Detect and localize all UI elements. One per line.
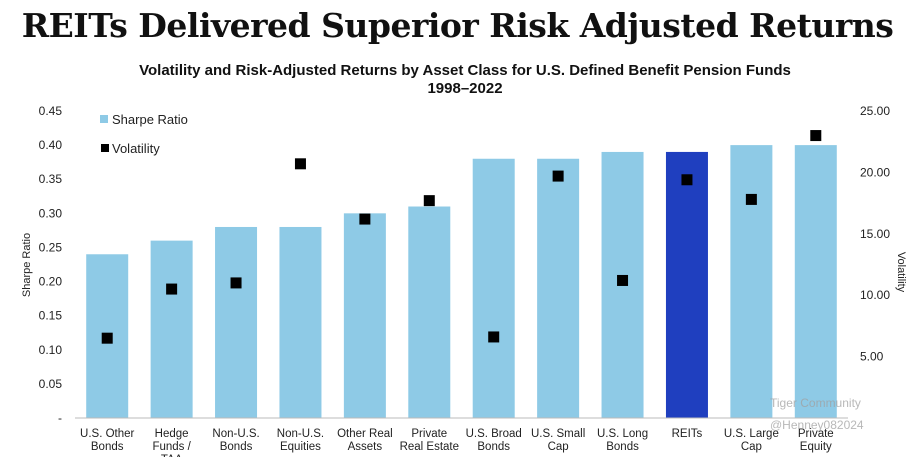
x-tick-label: Private Real Estate	[400, 428, 459, 453]
y2-axis-label: Volatility	[895, 252, 907, 293]
y-tick-label: 0.45	[39, 104, 63, 118]
volatility-point	[488, 331, 500, 343]
volatility-point	[617, 274, 629, 286]
y-tick-label: 0.35	[39, 172, 63, 186]
x-tick-label-line: Bonds	[220, 441, 253, 453]
bar	[730, 145, 773, 418]
volatility-point	[101, 332, 113, 344]
x-tick-label-line: Private	[798, 428, 834, 440]
watermark: Tiger Community @Henney082024	[770, 392, 864, 436]
volatility-point	[166, 283, 178, 295]
y-tick-label: 0.20	[39, 275, 63, 289]
y-tick-label: -	[58, 411, 62, 425]
bar	[408, 206, 451, 418]
bar	[537, 158, 580, 418]
x-tick-label-line: U.S. Small	[531, 428, 585, 440]
bar	[343, 213, 386, 418]
x-tick-label: U.S. Large Cap	[724, 428, 779, 453]
x-tick-label: U.S. Broad Bonds	[466, 428, 522, 453]
x-tick-label-line: U.S. Other	[80, 428, 134, 440]
x-tick-label-line: TAA	[161, 454, 183, 457]
watermark-line-2: @Henney082024	[770, 418, 864, 432]
x-tick-label: U.S. Other Bonds	[80, 428, 134, 453]
x-tick-label-line: Bonds	[606, 441, 639, 453]
x-tick-label-line: Equity	[800, 441, 832, 453]
bar	[215, 226, 258, 418]
y-tick-label: 0.30	[39, 206, 63, 220]
chart-subtitle: 1998–2022	[427, 80, 503, 97]
y-tick-label: 0.05	[39, 377, 63, 391]
x-tick-label-line: U.S. Long	[597, 428, 648, 440]
bar	[279, 226, 322, 418]
volatility-point	[423, 195, 435, 207]
volatility-point	[294, 158, 306, 170]
x-tick-label-line: Bonds	[91, 441, 124, 453]
x-tick-label: Private Equity	[798, 428, 834, 453]
y2-tick-label: 15.00	[860, 227, 890, 241]
x-tick-label-line: Funds /	[152, 441, 191, 453]
volatility-point	[681, 174, 693, 186]
x-tick-label-line: Private	[411, 428, 447, 440]
legend-label-sharpe: Sharpe Ratio	[112, 112, 188, 127]
x-tick-label-line: Cap	[548, 441, 569, 453]
y2-tick-label: 10.00	[860, 288, 890, 302]
x-tick-label-line: U.S. Large	[724, 428, 779, 440]
x-tick-label-line: REITs	[672, 428, 703, 440]
x-tick-label-line: Cap	[741, 441, 762, 453]
x-tick-label-line: Real Estate	[400, 441, 459, 453]
x-tick-label-line: Non-U.S.	[212, 428, 259, 440]
y-axis-label: Sharpe Ratio	[21, 233, 33, 297]
volatility-point	[230, 277, 242, 289]
x-tick-label: REITs	[672, 428, 703, 440]
y-tick-label: 0.15	[39, 309, 63, 323]
y-tick-label: 0.40	[39, 138, 63, 152]
y-tick-label: 0.10	[39, 343, 63, 357]
y2-tick-label: 25.00	[860, 104, 890, 118]
y-tick-label: 0.25	[39, 240, 63, 254]
volatility-point	[552, 170, 564, 182]
legend-label-volatility: Volatility	[112, 141, 160, 156]
bar	[472, 158, 515, 418]
watermark-line-1: Tiger Community	[770, 396, 861, 410]
bar	[794, 145, 837, 418]
chart-title-line: Volatility and Risk-Adjusted Returns by …	[139, 62, 791, 79]
legend-swatch-volatility	[101, 144, 109, 152]
bar	[665, 151, 708, 418]
x-tick-label-line: U.S. Broad	[466, 428, 522, 440]
x-tick-label: Non-U.S. Equities	[277, 428, 324, 453]
volatility-point	[359, 213, 371, 225]
x-tick-label: U.S. Small Cap	[531, 428, 585, 453]
headline: REITs Delivered Superior Risk Adjusted R…	[21, 6, 894, 45]
y2-tick-label: 20.00	[860, 165, 890, 179]
legend-swatch-sharpe	[100, 115, 108, 123]
x-tick-label: U.S. Long Bonds	[597, 428, 648, 453]
y2-tick-label: 5.00	[860, 350, 884, 364]
x-tick-label: Non-U.S. Bonds	[212, 428, 259, 453]
x-tick-label-line: Bonds	[477, 441, 510, 453]
x-tick-label-line: Other Real	[337, 428, 393, 440]
x-tick-label-line: Assets	[348, 441, 383, 453]
x-tick-label-line: Non-U.S.	[277, 428, 324, 440]
x-tick-label-line: Equities	[280, 441, 321, 453]
x-tick-label-line: Hedge	[155, 428, 189, 440]
x-tick-label: Other Real Assets	[337, 428, 393, 453]
volatility-point	[810, 130, 822, 142]
chart-title: Volatility and Risk-Adjusted Returns by …	[0, 62, 915, 98]
bar	[150, 240, 193, 418]
volatility-point	[745, 193, 757, 205]
